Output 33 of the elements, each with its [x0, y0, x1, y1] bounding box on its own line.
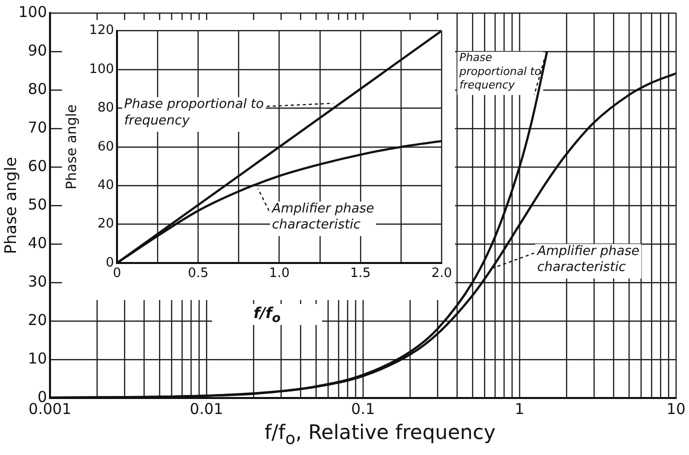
y-tick-label: 0	[106, 255, 114, 270]
y-tick-label: 80	[97, 100, 114, 116]
x-tick-label: 10	[666, 400, 686, 418]
y-tick-label: 10	[28, 349, 47, 368]
x-axis-title: f/f$_{o}$, Relative frequency	[263, 420, 497, 448]
x-tick-label: 0.1	[351, 400, 375, 418]
y-tick-label: 100	[18, 2, 47, 21]
y-tick-label: 100	[89, 62, 114, 77]
annotation: Phase proportional to frequency	[458, 51, 542, 92]
y-tick-label: 50	[28, 195, 47, 214]
annotation: Amplifier phase characteristic	[270, 201, 374, 233]
x-tick-label: 1	[514, 400, 524, 418]
x-tick-label: 2.0	[431, 266, 452, 282]
y-tick-label: 30	[28, 272, 47, 290]
annotation: Amplifier phase characteristic	[536, 244, 640, 276]
y-tick-label: 60	[28, 156, 47, 175]
y-axis-title: Phase angle	[0, 156, 20, 254]
y-tick-label: 80	[28, 80, 47, 98]
y-tick-label: 40	[97, 178, 114, 193]
annotation: Phase proportional to frequency	[124, 97, 264, 128]
y-tick-label: 120	[89, 23, 114, 38]
y-tick-label: 70	[28, 118, 47, 136]
x-axis-title: f/f$_{o}$	[212, 304, 322, 325]
y-tick-label: 60	[97, 139, 114, 154]
x-tick-label: 0.01	[190, 400, 224, 418]
y-tick-label: 20	[28, 310, 47, 329]
y-tick-label: 20	[97, 216, 114, 232]
x-tick-label: 1.0	[268, 266, 290, 282]
x-tick-label: 1.5	[350, 266, 371, 282]
y-tick-label: 40	[28, 234, 47, 252]
y-tick-label: 90	[28, 41, 47, 60]
y-axis-title: Phase angle	[64, 104, 80, 190]
x-tick-label: 0.5	[188, 266, 209, 282]
